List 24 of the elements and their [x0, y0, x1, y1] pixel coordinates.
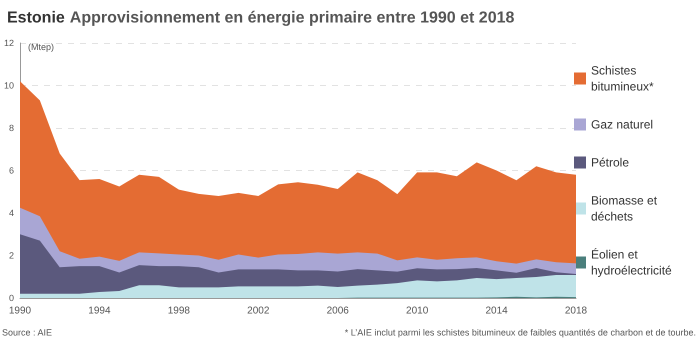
legend-label: Biomasse et déchets: [591, 194, 660, 224]
y-tick-label: 0: [8, 293, 14, 303]
y-tick-label: 6: [8, 166, 14, 176]
x-tick-label: 1994: [88, 306, 111, 316]
y-tick-label: 8: [8, 123, 14, 133]
y-tick-label: 10: [4, 80, 14, 90]
legend-label: Éolien et hydroélectricité: [591, 248, 672, 278]
y-axis-title: (Mtep): [28, 42, 54, 52]
legend-label: Pétrole: [591, 156, 630, 170]
source-note: Source : AIE: [2, 328, 52, 338]
x-tick-label: 2010: [406, 306, 429, 316]
x-tick-label: 2006: [326, 306, 350, 316]
y-tick-label: 12: [4, 38, 14, 48]
chart-title: Estonie Approvisionnement en énergie primaire entre 1990 et 2018: [7, 10, 515, 26]
x-tick-label: 1998: [168, 306, 190, 316]
x-tick-label: 2018: [564, 306, 588, 316]
x-tick-label: 2002: [247, 306, 270, 316]
y-tick-label: 4: [8, 208, 14, 218]
y-tick-label: 2: [8, 250, 14, 260]
x-tick-label: 2014: [485, 306, 508, 316]
legend-label: Schistes bitumineux*: [591, 64, 654, 94]
x-tick-label: 1990: [8, 306, 32, 316]
text: * L’AIE inclut parmi les schistes bitumineux de faibles quantités de charbon et de tourbe.: [344, 328, 696, 338]
legend-label: Gaz naturel: [591, 118, 654, 132]
